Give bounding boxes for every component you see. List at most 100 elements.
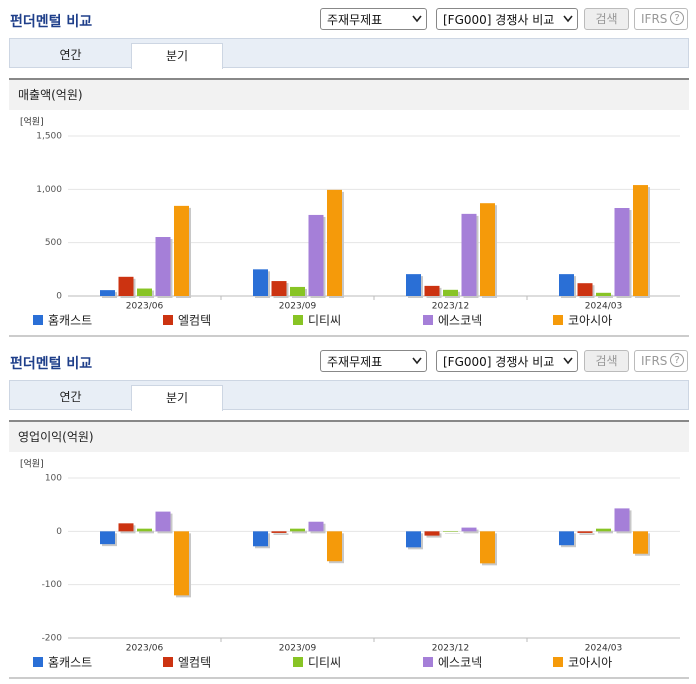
legend-label: 에스코넥	[438, 314, 482, 328]
bar	[137, 288, 152, 296]
search-button[interactable]: 검색	[584, 8, 629, 30]
bar	[100, 290, 115, 296]
y-tick-label: 0	[56, 527, 62, 537]
bar	[577, 283, 593, 296]
bar	[406, 531, 421, 548]
bar	[559, 531, 574, 546]
bar	[290, 286, 305, 296]
tab-selected[interactable]: 분기	[131, 43, 223, 69]
statement-select[interactable]: 주재무제표	[320, 350, 427, 372]
select-text: [FG000] 경쟁사 비교	[443, 355, 555, 369]
statement-select[interactable]: 주재무제표	[320, 8, 427, 30]
chevron	[412, 357, 422, 365]
y-tick-label: -200	[42, 634, 63, 644]
bar	[559, 274, 574, 296]
bar	[271, 281, 287, 296]
bar	[633, 531, 648, 554]
chart: [억원] 0 500 1,000 1,500 2023/06 2023/09 2023/12 2…	[9, 116, 689, 337]
compare-select[interactable]: [FG000] 경쟁사 비교	[436, 350, 578, 372]
chevron	[563, 357, 573, 365]
bar	[308, 214, 324, 296]
bar	[155, 237, 171, 296]
x-tick-label: 2023/12	[432, 302, 469, 312]
bar	[596, 292, 611, 296]
chart-title: 영업이익(억원)	[9, 420, 689, 452]
panel: 펀더멘털 비교 주재무제표 [FG000] 경쟁사 비교 검색 IFRS? 연간…	[0, 342, 696, 684]
bar	[443, 289, 458, 296]
legend-swatch	[553, 657, 563, 667]
bar	[577, 531, 593, 533]
y-axis-label: [억원]	[20, 458, 44, 470]
bar	[461, 213, 477, 296]
tab-selected[interactable]: 분기	[131, 385, 223, 411]
x-tick-label: 2023/06	[126, 644, 164, 654]
legend-swatch	[33, 315, 43, 325]
chevron	[412, 15, 422, 23]
y-tick-label: -100	[42, 580, 63, 590]
bar	[461, 527, 477, 532]
legend-label: 디티씨	[308, 656, 341, 670]
bar	[174, 531, 189, 596]
y-tick-label: 0	[56, 292, 62, 302]
legend-label: 코아시아	[568, 656, 612, 670]
y-tick-label: 1,500	[36, 132, 62, 142]
bar	[406, 274, 421, 296]
bar	[253, 269, 268, 296]
legend-swatch	[163, 657, 173, 667]
chart-title: 매출액(억원)	[9, 78, 689, 110]
bar	[174, 205, 189, 296]
ifrs-label: IFRS	[641, 354, 668, 368]
legend-label: 엘컴텍	[178, 656, 211, 670]
bar	[327, 531, 342, 562]
chevron	[563, 15, 573, 23]
legend-label: 홈캐스트	[48, 314, 92, 328]
panel-title: 펀더멘털 비교	[10, 14, 93, 30]
ifrs-button[interactable]: IFRS?	[634, 8, 688, 30]
panel: 펀더멘털 비교 주재무제표 [FG000] 경쟁사 비교 검색 IFRS? 연간…	[9, 8, 689, 337]
bar	[596, 528, 611, 532]
bar	[633, 185, 648, 296]
bar	[424, 285, 440, 296]
bar	[614, 508, 630, 532]
compare-select[interactable]: [FG000] 경쟁사 비교	[436, 8, 578, 30]
bar	[614, 208, 630, 296]
legend-label: 엘컴텍	[178, 314, 211, 328]
chart: [억원] -200 -100 0 100 2023/06 2023/09 2023/12 202…	[9, 458, 689, 679]
legend-swatch	[423, 657, 433, 667]
bar	[290, 528, 305, 532]
select-text: [FG000] 경쟁사 비교	[443, 13, 555, 27]
bar	[100, 531, 115, 545]
x-tick-label: 2024/03	[585, 644, 622, 654]
tab[interactable]: 연간	[59, 390, 82, 404]
help-icon[interactable]: ?	[670, 11, 684, 25]
bar	[155, 511, 171, 532]
x-tick-label: 2023/06	[126, 302, 164, 312]
y-tick-label: 100	[45, 474, 62, 484]
legend-swatch	[293, 657, 303, 667]
legend-swatch	[33, 657, 43, 667]
tab[interactable]: 연간	[59, 48, 82, 62]
legend-swatch	[163, 315, 173, 325]
bar	[137, 528, 152, 532]
bar	[327, 189, 342, 296]
bar	[118, 276, 134, 296]
bar	[480, 531, 495, 564]
bar	[253, 531, 268, 547]
x-tick-label: 2023/09	[279, 644, 317, 654]
bar	[118, 523, 134, 532]
select-text: 주재무제표	[327, 13, 383, 27]
help-icon[interactable]: ?	[670, 353, 684, 367]
bar	[443, 531, 458, 532]
x-tick-label: 2023/09	[279, 302, 317, 312]
y-tick-label: 1,000	[36, 185, 62, 195]
search-button[interactable]: 검색	[584, 350, 629, 372]
legend-label: 에스코넥	[438, 656, 482, 670]
legend-label: 홈캐스트	[48, 656, 92, 670]
x-tick-label: 2023/12	[432, 644, 469, 654]
ifrs-label: IFRS	[641, 12, 668, 26]
bar	[308, 521, 324, 532]
bar	[424, 531, 440, 536]
ifrs-button[interactable]: IFRS?	[634, 350, 688, 372]
legend-swatch	[553, 315, 563, 325]
legend-label: 디티씨	[308, 314, 341, 328]
